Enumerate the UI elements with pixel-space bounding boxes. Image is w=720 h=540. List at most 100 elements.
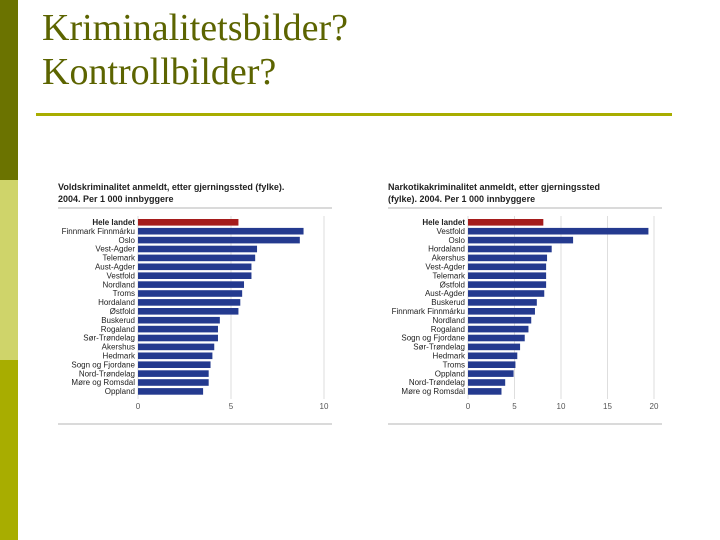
violent-crime-chart-category-label: Hedmark <box>103 352 136 361</box>
drug-crime-chart-bar <box>468 361 516 368</box>
violent-crime-chart-category-label: Vest-Agder <box>95 245 135 254</box>
violent-crime-chart-svg: Voldskriminalitet anmeldt, etter gjernin… <box>58 182 332 425</box>
drug-crime-chart-category-label: Hordaland <box>428 245 465 254</box>
violent-crime-chart-category-label: Nord-Trøndelag <box>79 369 135 378</box>
violent-crime-chart-bar <box>138 388 204 395</box>
drug-crime-chart-category-label: Rogaland <box>431 325 465 334</box>
drug-crime-chart-bar <box>468 281 547 288</box>
violent-crime-chart-bar <box>138 352 213 360</box>
violent-crime-chart-category-label: Rogaland <box>101 325 135 334</box>
drug-crime-chart-category-label: Østfold <box>440 280 465 289</box>
violent-crime-chart-category-label: Møre og Romsdal <box>71 378 135 387</box>
violent-crime-chart-bar <box>138 343 215 351</box>
violent-crime-chart-category-label: Nordland <box>103 280 135 289</box>
drug-crime-chart-bar <box>468 334 525 342</box>
violent-crime-chart-bar <box>138 263 252 271</box>
violent-crime-chart-category-label: Sogn og Fjordane <box>71 360 135 369</box>
title-underline <box>36 113 672 116</box>
violent-crime-chart-bar <box>138 299 241 306</box>
drug-crime-chart-category-label: Hedmark <box>433 352 466 361</box>
violent-crime-chart-category-label: Oslo <box>119 236 136 245</box>
drug-crime-chart-svg: Narkotikakriminalitet anmeldt, etter gje… <box>388 182 662 425</box>
violent-crime-chart-title-line1: Voldskriminalitet anmeldt, etter gjernin… <box>58 182 284 192</box>
drug-crime-chart-bar <box>468 370 514 377</box>
sidebar-band-dark <box>0 0 18 180</box>
drug-crime-chart-category-label: Finnmark Finnmárku <box>392 307 465 316</box>
slide-title: Kriminalitetsbilder? Kontrollbilder? <box>42 6 348 94</box>
violent-crime-chart-bar <box>138 219 239 226</box>
drug-crime-chart-bar <box>468 236 574 244</box>
drug-crime-chart-category-label: Vest-Agder <box>425 263 465 272</box>
violent-crime-chart-bar <box>138 272 252 279</box>
violent-crime-chart-category-label: Østfold <box>110 307 135 316</box>
violent-crime-chart-bar <box>138 227 304 235</box>
violent-crime-chart-x-tick-label: 10 <box>320 402 329 411</box>
drug-crime-chart-title-line1: Narkotikakriminalitet anmeldt, etter gje… <box>388 182 600 192</box>
drug-crime-chart-bar <box>468 219 544 226</box>
drug-crime-chart-x-tick-label: 0 <box>466 402 471 411</box>
violent-crime-chart-category-label: Hele landet <box>92 218 135 227</box>
slide-title-line2: Kontrollbilder? <box>42 51 277 93</box>
violent-crime-chart-bar <box>138 370 209 377</box>
violent-crime-chart-category-label: Telemark <box>103 254 136 263</box>
drug-crime-chart-category-label: Sør-Trøndelag <box>413 343 465 352</box>
drug-crime-chart-bar <box>468 352 518 360</box>
violent-crime-chart-bar <box>138 281 245 288</box>
violent-crime-chart-category-label: Akershus <box>102 343 135 352</box>
sidebar-band-mid <box>0 360 18 540</box>
drug-crime-chart-category-label: Oslo <box>449 236 466 245</box>
drug-crime-chart-bar <box>468 272 547 279</box>
drug-crime-chart-bar <box>468 379 506 386</box>
violent-crime-chart-title-line2: 2004. Per 1 000 innbyggere <box>58 194 174 204</box>
drug-crime-chart-category-label: Buskerud <box>431 298 465 307</box>
violent-crime-chart-x-tick-label: 5 <box>229 402 234 411</box>
drug-crime-chart-category-label: Hele landet <box>422 218 465 227</box>
violent-crime-chart-category-label: Oppland <box>105 387 135 396</box>
drug-crime-chart-bar <box>468 343 521 351</box>
drug-crime-chart-bar <box>468 290 545 297</box>
violent-crime-chart-category-label: Hordaland <box>98 298 135 307</box>
drug-crime-chart-bar <box>468 308 535 315</box>
drug-crime-chart-category-label: Nord-Trøndelag <box>409 378 465 387</box>
slide-title-line1: Kriminalitetsbilder? <box>42 7 349 49</box>
drug-crime-chart-category-label: Møre og Romsdal <box>401 387 465 396</box>
drug-crime-chart-x-tick-label: 15 <box>603 402 612 411</box>
drug-crime-chart-bar <box>468 388 502 395</box>
drug-crime-chart-bar <box>468 316 532 324</box>
drug-crime-chart-title-line2: (fylke). 2004. Per 1 000 innbyggere <box>388 194 535 204</box>
drug-crime-chart-bar <box>468 227 649 235</box>
drug-crime-chart-bar <box>468 325 529 333</box>
drug-crime-chart-x-tick-label: 20 <box>650 402 659 411</box>
drug-crime-chart-category-label: Aust-Agder <box>425 289 465 298</box>
drug-crime-chart-bar <box>468 263 547 271</box>
violent-crime-chart-bar <box>138 254 256 262</box>
drug-crime-chart-category-label: Vestfold <box>437 227 465 236</box>
drug-crime-chart-bar <box>468 299 537 306</box>
violent-crime-chart-x-tick-label: 0 <box>136 402 141 411</box>
violent-crime-chart-bar <box>138 316 220 324</box>
violent-crime-chart-category-label: Troms <box>113 289 135 298</box>
violent-crime-chart-bar <box>138 236 300 244</box>
drug-crime-chart-bar <box>468 254 548 262</box>
drug-crime-chart-category-label: Akershus <box>432 254 465 263</box>
drug-crime-chart-category-label: Sogn og Fjordane <box>401 334 465 343</box>
violent-crime-chart-category-label: Sør-Trøndelag <box>83 334 135 343</box>
drug-crime-chart-x-tick-label: 10 <box>557 402 566 411</box>
drug-crime-chart-category-label: Oppland <box>435 369 465 378</box>
drug-crime-chart-category-label: Nordland <box>433 316 465 325</box>
violent-crime-chart-bar <box>138 379 209 386</box>
violent-crime-chart-bar <box>138 334 218 342</box>
violent-crime-chart-category-label: Finnmark Finnmárku <box>62 227 135 236</box>
drug-crime-chart-category-label: Troms <box>443 360 465 369</box>
drug-crime-chart-bar <box>468 245 552 253</box>
violent-crime-chart: Voldskriminalitet anmeldt, etter gjernin… <box>56 178 334 428</box>
drug-crime-chart-category-label: Telemark <box>433 271 466 280</box>
violent-crime-chart-category-label: Vestfold <box>107 271 135 280</box>
violent-crime-chart-category-label: Aust-Agder <box>95 263 135 272</box>
slide-sidebar <box>0 0 18 540</box>
violent-crime-chart-bar <box>138 361 211 368</box>
drug-crime-chart-x-tick-label: 5 <box>512 402 517 411</box>
violent-crime-chart-bar <box>138 290 243 297</box>
violent-crime-chart-category-label: Buskerud <box>101 316 135 325</box>
violent-crime-chart-bar <box>138 245 258 253</box>
